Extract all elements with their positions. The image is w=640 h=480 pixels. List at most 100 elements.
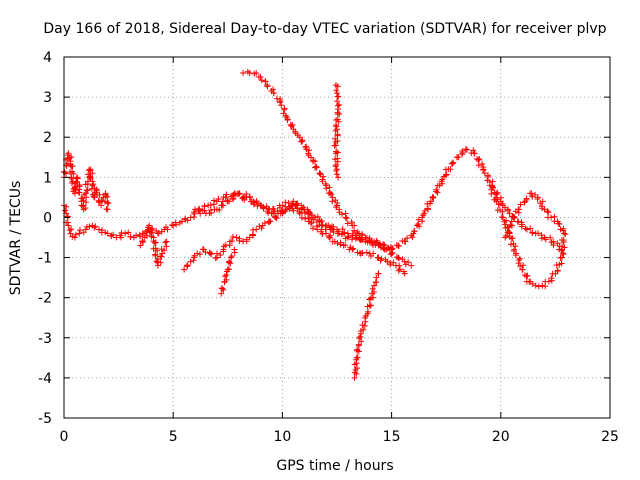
data-point (401, 270, 408, 277)
data-point (507, 241, 514, 248)
data-point (218, 290, 225, 297)
data-point (68, 163, 75, 170)
data-point (421, 207, 428, 214)
data-point (162, 239, 169, 246)
data-point (532, 282, 539, 289)
data-point (105, 200, 112, 207)
data-point (508, 235, 515, 242)
data-point (122, 230, 129, 237)
data-point (270, 205, 277, 212)
data-point (351, 227, 358, 234)
data-point (354, 346, 361, 353)
data-point (284, 116, 291, 123)
data-point (334, 93, 341, 100)
data-point (305, 208, 312, 215)
data-point (323, 230, 330, 237)
data-point (342, 242, 349, 249)
data-point (510, 213, 517, 220)
data-point (516, 255, 523, 262)
data-point (442, 172, 449, 179)
data-point (104, 193, 111, 200)
x-tick-label: 5 (169, 429, 178, 445)
data-point (66, 227, 73, 234)
data-point (296, 134, 303, 141)
data-point (371, 289, 378, 296)
data-point (95, 226, 102, 233)
data-point (139, 238, 146, 245)
data-point (153, 258, 160, 265)
data-point (267, 218, 274, 225)
data-point (367, 302, 374, 309)
data-point (538, 203, 545, 210)
data-point (307, 220, 314, 227)
data-point (181, 266, 188, 273)
data-point (523, 273, 530, 280)
data-point (273, 215, 280, 222)
data-point (334, 158, 341, 165)
data-point (433, 186, 440, 193)
data-point (334, 131, 341, 138)
data-point (149, 225, 156, 232)
data-point (475, 162, 482, 169)
data-point (512, 208, 519, 215)
data-point (344, 220, 351, 227)
data-point (286, 205, 293, 212)
data-point (408, 262, 415, 269)
x-tick-label: 20 (492, 429, 510, 445)
data-point (62, 207, 69, 214)
data-point (277, 99, 284, 106)
data-point (361, 322, 368, 329)
data-point (369, 294, 376, 301)
data-point (342, 214, 349, 221)
data-point (89, 170, 96, 177)
data-point (225, 266, 232, 273)
data-point (335, 118, 342, 125)
data-point (551, 213, 558, 220)
data-point (505, 228, 512, 235)
data-point (534, 194, 541, 201)
data-point (67, 230, 74, 237)
data-point (334, 111, 341, 118)
data-point (155, 230, 162, 237)
data-point (333, 162, 340, 169)
data-point (359, 232, 366, 239)
data-point (163, 238, 170, 245)
y-tick-label: -1 (38, 251, 52, 267)
data-point (253, 226, 260, 233)
data-point (71, 190, 78, 197)
data-point (463, 146, 470, 153)
data-point (389, 249, 396, 256)
data-point (92, 223, 99, 230)
data-point (356, 335, 363, 342)
data-point (68, 226, 75, 233)
y-tick-label: -5 (38, 411, 52, 427)
data-point (250, 232, 257, 239)
data-point (270, 90, 277, 97)
y-axis-title: SDTVAR / TECUs (8, 181, 24, 296)
data-point (305, 150, 312, 157)
data-point (274, 208, 281, 215)
data-point (72, 179, 79, 186)
data-point (318, 218, 325, 225)
data-point (72, 231, 79, 238)
data-point (336, 101, 343, 108)
data-point (319, 176, 326, 183)
data-point (272, 214, 279, 221)
data-point (320, 173, 327, 180)
data-point (191, 254, 198, 261)
data-point (373, 274, 380, 281)
y-tick-label: 4 (43, 50, 52, 66)
plot-frame (63, 56, 611, 419)
data-point (395, 255, 402, 262)
data-point (358, 250, 365, 257)
data-point (366, 235, 373, 242)
data-point (323, 185, 330, 192)
data-point (110, 231, 117, 238)
data-point (558, 254, 565, 261)
data-point (157, 259, 164, 266)
data-point (554, 267, 561, 274)
data-point (401, 258, 408, 265)
data-point (558, 247, 565, 254)
data-point (539, 282, 546, 289)
data-point (550, 242, 557, 249)
